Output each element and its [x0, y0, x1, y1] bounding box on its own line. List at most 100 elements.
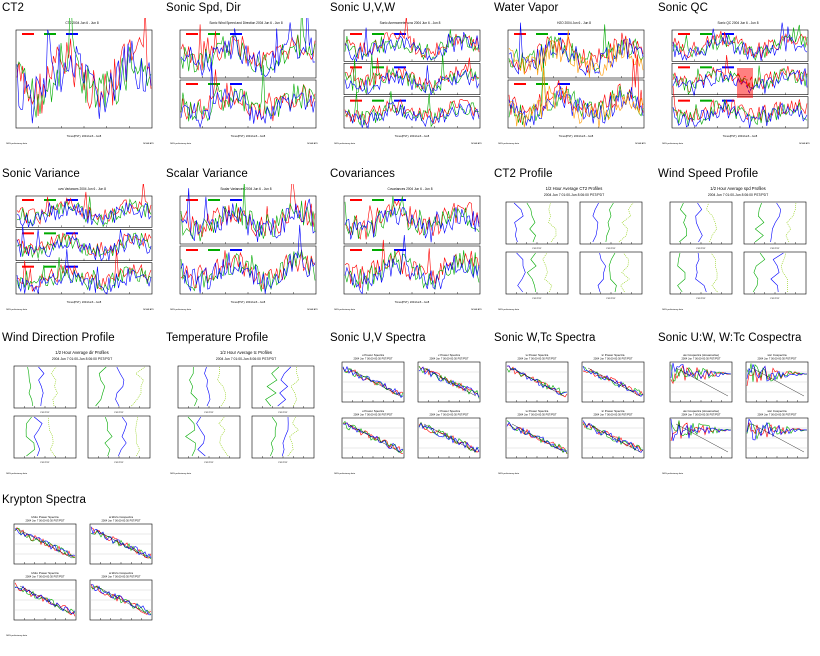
svg-text:NCAR ATD: NCAR ATD — [471, 142, 482, 145]
thumbnail-image-covariances[interactable]: Covariances 2004 Jun 6 - Jun 8 Times(PST)… — [330, 184, 486, 314]
svg-text:v Power Spectra: v Power Spectra — [438, 409, 460, 413]
svg-text:u Power Spectra: u Power Spectra — [362, 353, 385, 357]
thumbnail-image-ct2-profile[interactable]: 1/2 Hour Average CT2 Profiles 2004 Jun 7 … — [494, 184, 650, 314]
svg-text:NCAR ATD: NCAR ATD — [471, 308, 482, 311]
svg-text:NCAR ATD: NCAR ATD — [143, 142, 154, 145]
thumbnail-image-ct2[interactable]: CT2 2004 Jun 6 - Jun 8 Times(PST), 2004Ju… — [2, 18, 158, 148]
svg-text:2004 Jun 7 00:00-00:30 PST/PDT: 2004 Jun 7 00:00-00:30 PST/PDT — [353, 413, 392, 417]
thumbnail-title-sonic-qc[interactable]: Sonic QC — [658, 2, 709, 14]
svg-text:ISFS preliminary data: ISFS preliminary data — [6, 142, 28, 145]
svg-text:PST/PDT: PST/PDT — [532, 248, 542, 250]
thumbnail-title-water-vapor[interactable]: Water Vapor — [494, 2, 559, 14]
svg-text:PST/PDT: PST/PDT — [40, 462, 50, 464]
svg-text:2004 Jun 7 00:00-00:30 PST/PDT: 2004 Jun 7 00:00-00:30 PST/PDT — [353, 357, 392, 361]
svg-text:ISFS preliminary data: ISFS preliminary data — [6, 634, 28, 637]
thumbnail-image-sonic-qc[interactable]: Sonic QC 2004 Jun 6 - Jun 8 Times(PST), 2… — [658, 18, 814, 148]
svg-text:w Power Spectra: w Power Spectra — [526, 409, 549, 413]
thumbnail-image-wind-speed-profile[interactable]: 1/2 Hour Average spd Profiles 2004 Jun 7 … — [658, 184, 814, 314]
thumbnail-title-sonic-spd-dir[interactable]: Sonic Spd, Dir — [166, 2, 241, 14]
thumbnail-sonic-qc: Sonic QC Sonic QC 2004 Jun 6 - Jun 8 Times… — [656, 2, 816, 162]
svg-text:H2O 2004 Jun 6 - Jun 8: H2O 2004 Jun 6 - Jun 8 — [557, 21, 591, 25]
thumbnail-image-sonic-uw-wtc-cospectra[interactable]: uw Cospectra (streamwise) 2004 Jun 7 00:0… — [658, 348, 814, 478]
thumbnail-image-sonic-uvw[interactable]: Sonic Anemometer uvw 2004 Jun 6 - Jun 8 T… — [330, 18, 486, 148]
svg-text:ISFS preliminary data: ISFS preliminary data — [170, 472, 192, 475]
svg-text:PST/PDT: PST/PDT — [114, 462, 124, 464]
svg-text:v Power Spectra: v Power Spectra — [438, 353, 460, 357]
svg-text:uw Cospectra (streamwise): uw Cospectra (streamwise) — [683, 409, 719, 413]
thumbnail-image-sonic-variance[interactable]: uvw Variances 2004 Jun 6 - Jun 8 Times(PS… — [2, 184, 158, 314]
thumbnail-title-wind-direction-profile[interactable]: Wind Direction Profile — [2, 332, 115, 344]
thumbnail-scalar-variance: Scalar Variance Scalar Variances 2004 Jun… — [164, 168, 324, 328]
thumbnail-ct2-profile: CT2 Profile 1/2 Hour Average CT2 Profiles… — [492, 168, 652, 328]
thumbnail-title-wind-speed-profile[interactable]: Wind Speed Profile — [658, 168, 759, 180]
thumbnail-title-sonic-uw-wtc-cospectra[interactable]: Sonic U:W, W:Tc Cospectra — [658, 332, 802, 344]
svg-text:ISFS preliminary data: ISFS preliminary data — [6, 308, 28, 311]
svg-text:PST/PDT: PST/PDT — [606, 298, 616, 300]
thumbnail-wind-direction-profile: Wind Direction Profile 1/2 Hour Average d… — [0, 332, 160, 492]
svg-text:2004 Jun 7 00:00-00:30 PST/PDT: 2004 Jun 7 00:00-00:30 PST/PDT — [681, 357, 720, 361]
svg-text:2004 Jun 7 00:00-00:30 PST/PDT: 2004 Jun 7 00:00-00:30 PST/PDT — [429, 413, 468, 417]
svg-text:NCAR ATD: NCAR ATD — [799, 142, 810, 145]
svg-text:2004 Jun 7 00:00-00:30 PST/PDT: 2004 Jun 7 00:00-00:30 PST/PDT — [101, 575, 140, 579]
svg-text:1/2 Hour Average spd Profiles: 1/2 Hour Average spd Profiles — [710, 186, 766, 191]
svg-text:PST/PDT: PST/PDT — [770, 298, 780, 300]
thumbnail-image-sonic-uv-spectra[interactable]: u Power Spectra 2004 Jun 7 00:00-00:30 PS… — [330, 348, 486, 478]
thumbnail-sonic-uw-wtc-cospectra: Sonic U:W, W:Tc Cospectra uw Cospectra (s… — [656, 332, 816, 492]
svg-text:w:kh2o Cospectra: w:kh2o Cospectra — [109, 571, 133, 575]
thumbnail-title-sonic-variance[interactable]: Sonic Variance — [2, 168, 80, 180]
svg-text:1/2 Hour Average CT2 Profiles: 1/2 Hour Average CT2 Profiles — [546, 186, 603, 191]
thumbnail-title-sonic-uv-spectra[interactable]: Sonic U,V Spectra — [330, 332, 426, 344]
svg-text:w:kh2o Cospectra: w:kh2o Cospectra — [109, 515, 133, 519]
thumbnail-title-sonic-wtc-spectra[interactable]: Sonic W,Tc Spectra — [494, 332, 596, 344]
svg-text:PST/PDT: PST/PDT — [40, 412, 50, 414]
thumbnail-title-sonic-uvw[interactable]: Sonic U,V,W — [330, 2, 396, 14]
svg-text:u Power Spectra: u Power Spectra — [362, 409, 385, 413]
thumbnail-image-temperature-profile[interactable]: 1/2 Hour Average tc Profiles 2004 Jun 7 0… — [166, 348, 322, 478]
svg-text:Times(PST), 2004Jun6 - Jun8: Times(PST), 2004Jun6 - Jun8 — [231, 134, 266, 138]
svg-text:ISFS preliminary data: ISFS preliminary data — [334, 472, 356, 475]
thumbnail-ct2: CT2 CT2 2004 Jun 6 - Jun 8 Times(PST), 200… — [0, 2, 160, 162]
svg-text:PST/PDT: PST/PDT — [278, 412, 288, 414]
svg-text:uw Cospectra (streamwise): uw Cospectra (streamwise) — [683, 353, 719, 357]
thumbnail-image-sonic-wtc-spectra[interactable]: w Power Spectra 2004 Jun 7 00:00-00:30 PS… — [494, 348, 650, 478]
thumbnail-title-temperature-profile[interactable]: Temperature Profile — [166, 332, 269, 344]
svg-text:Times(PST), 2004Jun6 - Jun8: Times(PST), 2004Jun6 - Jun8 — [231, 300, 266, 304]
thumbnail-image-sonic-spd-dir[interactable]: Sonic Wind Speed and Direction 2004 Jun … — [166, 18, 322, 148]
svg-text:Sonic Wind Speed and Direction: Sonic Wind Speed and Direction 2004 Jun … — [209, 21, 282, 25]
svg-text:2004 Jun 7 01:00-Jun 8 06:00 P: 2004 Jun 7 01:00-Jun 8 06:00 PST/PDT — [708, 193, 768, 197]
svg-text:ISFS preliminary data: ISFS preliminary data — [498, 142, 520, 145]
svg-text:1/2 Hour Average tc Profiles: 1/2 Hour Average tc Profiles — [220, 350, 272, 355]
thumbnail-image-krypton-spectra[interactable]: kh2o Power Spectra 2004 Jun 7 00:00-00:30… — [2, 510, 158, 640]
svg-text:tc Power Spectra: tc Power Spectra — [602, 409, 625, 413]
svg-text:PST/PDT: PST/PDT — [770, 248, 780, 250]
svg-text:CT2 2004 Jun 6 - Jun 8: CT2 2004 Jun 6 - Jun 8 — [65, 21, 99, 25]
svg-text:2004 Jun 7 00:00-00:30 PST/PDT: 2004 Jun 7 00:00-00:30 PST/PDT — [681, 413, 720, 417]
svg-text:2004 Jun 7 00:00-00:30 PST/PDT: 2004 Jun 7 00:00-00:30 PST/PDT — [25, 519, 64, 523]
thumbnail-title-ct2[interactable]: CT2 — [2, 2, 25, 14]
thumbnail-image-scalar-variance[interactable]: Scalar Variances 2004 Jun 6 - Jun 8 Times… — [166, 184, 322, 314]
svg-text:2004 Jun 7 00:00-00:30 PST/PDT: 2004 Jun 7 00:00-00:30 PST/PDT — [25, 575, 64, 579]
svg-text:ISFS preliminary data: ISFS preliminary data — [498, 472, 520, 475]
svg-text:Times(PST), 2004Jun6 - Jun8: Times(PST), 2004Jun6 - Jun8 — [395, 300, 430, 304]
svg-text:2004 Jun 7 00:00-00:30 PST/PDT: 2004 Jun 7 00:00-00:30 PST/PDT — [517, 413, 556, 417]
svg-text:2004 Jun 7 01:00-Jun 8 06:00 P: 2004 Jun 7 01:00-Jun 8 06:00 PST/PDT — [52, 357, 112, 361]
svg-text:uvw Variances 2004 Jun 6 - Jun: uvw Variances 2004 Jun 6 - Jun 8 — [58, 187, 106, 191]
svg-text:PST/PDT: PST/PDT — [204, 462, 214, 464]
thumbnail-title-krypton-spectra[interactable]: Krypton Spectra — [2, 494, 86, 506]
svg-text:2004 Jun 7 00:00-00:30 PST/PDT: 2004 Jun 7 00:00-00:30 PST/PDT — [757, 413, 796, 417]
thumbnail-title-covariances[interactable]: Covariances — [330, 168, 396, 180]
svg-text:ISFS preliminary data: ISFS preliminary data — [334, 308, 356, 311]
svg-text:ISFS preliminary data: ISFS preliminary data — [498, 308, 520, 311]
svg-text:Sonic QC 2004 Jun 6 - Jun 8: Sonic QC 2004 Jun 6 - Jun 8 — [718, 21, 759, 25]
thumbnail-title-scalar-variance[interactable]: Scalar Variance — [166, 168, 248, 180]
thumbnail-image-water-vapor[interactable]: H2O 2004 Jun 6 - Jun 8 Times(PST), 2004Ju… — [494, 18, 650, 148]
svg-text:wtc Cospectra: wtc Cospectra — [767, 353, 786, 357]
svg-text:Sonic Anemometer uvw 2004 Jun: Sonic Anemometer uvw 2004 Jun 6 - Jun 8 — [380, 21, 441, 25]
svg-text:wtc Cospectra: wtc Cospectra — [767, 409, 786, 413]
thumbnail-image-wind-direction-profile[interactable]: 1/2 Hour Average dir Profiles 2004 Jun 7 … — [2, 348, 158, 478]
svg-text:2004 Jun 7 00:00-00:30 PST/PDT: 2004 Jun 7 00:00-00:30 PST/PDT — [101, 519, 140, 523]
thumbnail-sonic-variance: Sonic Variance uvw Variances 2004 Jun 6 -… — [0, 168, 160, 328]
thumbnail-krypton-spectra: Krypton Spectra kh2o Power Spectra 2004 Ju… — [0, 494, 160, 654]
svg-text:NCAR ATD: NCAR ATD — [307, 142, 318, 145]
thumbnail-title-ct2-profile[interactable]: CT2 Profile — [494, 168, 553, 180]
